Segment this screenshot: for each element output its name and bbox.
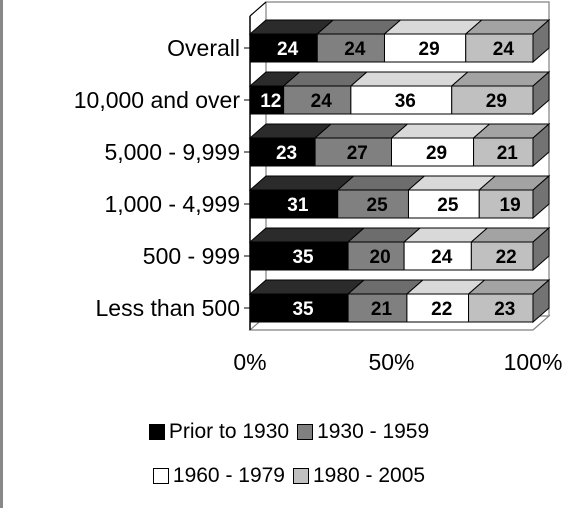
data-label: 35: [292, 247, 314, 268]
bar-segment: [451, 85, 534, 115]
category-label: Overall: [167, 35, 240, 61]
bar-segment: [347, 241, 405, 271]
data-label: 29: [419, 39, 440, 60]
data-label: 24: [344, 39, 366, 60]
legend-swatch: [152, 468, 169, 484]
data-label: 21: [371, 299, 393, 320]
bar-segment: [407, 189, 480, 219]
x-tick-label: 100%: [504, 349, 563, 375]
bar-segment-top: [383, 19, 484, 35]
data-label: 24: [277, 39, 299, 60]
bar-segment-top: [248, 279, 366, 295]
stacked-bar-chart: Overall 24 24 29 24 10,000 and over 12 24 36 29 5,…: [74, 1, 563, 375]
data-label: 23: [494, 299, 515, 320]
legend-item-1960-1979: 1960 - 1979: [152, 464, 285, 488]
legend-item-1980-2005: 1980 - 2005: [293, 464, 425, 488]
data-label: 29: [426, 143, 447, 164]
bar-segment: [383, 33, 467, 63]
data-label: 24: [431, 247, 453, 268]
data-label: 20: [370, 247, 391, 268]
data-label: 22: [431, 299, 452, 320]
bar-segment: [249, 137, 316, 167]
data-label: 24: [311, 91, 333, 112]
bar-segment: [249, 293, 349, 323]
legend-swatch: [293, 468, 309, 484]
legend-swatch: [148, 424, 165, 440]
legend-label: 1930 - 1959: [317, 420, 430, 443]
legend-swatch: [297, 424, 314, 440]
bar-segment: [406, 293, 470, 323]
data-label: 12: [260, 91, 281, 112]
bar-segment: [473, 137, 534, 167]
bar-side-face: [532, 226, 550, 272]
bar-side-face: [532, 18, 550, 64]
data-label: 35: [292, 299, 314, 320]
bar-segment: [316, 33, 385, 63]
bar-segment-top: [390, 123, 491, 139]
data-label: 21: [497, 143, 519, 164]
legend-label: Prior to 1930: [168, 420, 290, 443]
legend-label: 1960 - 1979: [172, 464, 285, 487]
bar-segment: [249, 189, 339, 219]
bar-segment: [470, 241, 534, 271]
x-tick-label: 0%: [233, 349, 266, 375]
bar-side-face: [532, 122, 550, 168]
legend-row-2: 1960 - 1979 1980 - 2005: [0, 464, 578, 488]
legend-item-1930-1959: 1930 - 1959: [297, 420, 429, 444]
legend-item-prior-1930: Prior to 1930: [148, 420, 290, 444]
bar-segment: [249, 85, 285, 115]
data-label: 36: [395, 91, 416, 112]
category-label: Less than 500: [95, 295, 240, 321]
bar-segment-top: [248, 227, 366, 243]
data-label: 25: [437, 195, 459, 216]
bar-segment: [478, 189, 534, 219]
category-label: 5,000 - 9,999: [104, 139, 240, 165]
category-label: 10,000 and over: [74, 87, 241, 113]
bar-side-face: [532, 278, 550, 324]
data-label: 23: [276, 143, 297, 164]
bar-segment-top: [349, 71, 470, 87]
bar-segment: [350, 85, 453, 115]
bar-segment: [283, 85, 352, 115]
bar-segment: [249, 241, 349, 271]
y-axis-top-edge: [249, 1, 267, 17]
category-label: 500 - 999: [143, 243, 240, 269]
bar-side-face: [532, 70, 550, 116]
legend-row-1: Prior to 1930 1930 - 1959: [0, 420, 578, 444]
bar-segment: [337, 189, 409, 219]
x-tick-label: 50%: [368, 349, 414, 375]
bar-segment: [249, 33, 318, 63]
bar-segment: [391, 137, 475, 167]
data-label: 24: [493, 39, 515, 60]
bar-segment: [347, 293, 408, 323]
bar-segment: [403, 241, 472, 271]
data-label: 25: [367, 195, 389, 216]
legend-label: 1980 - 2005: [313, 464, 426, 487]
category-label: 1,000 - 4,999: [104, 191, 240, 217]
data-label: 22: [496, 247, 517, 268]
data-label: 19: [500, 195, 521, 216]
bar-segment-top: [450, 71, 551, 87]
bar-segment-top: [248, 175, 356, 191]
data-label: 29: [486, 91, 507, 112]
bar-side-face: [532, 174, 550, 220]
data-label: 27: [347, 143, 368, 164]
left-border-line: [0, 0, 3, 508]
data-label: 31: [287, 195, 309, 216]
